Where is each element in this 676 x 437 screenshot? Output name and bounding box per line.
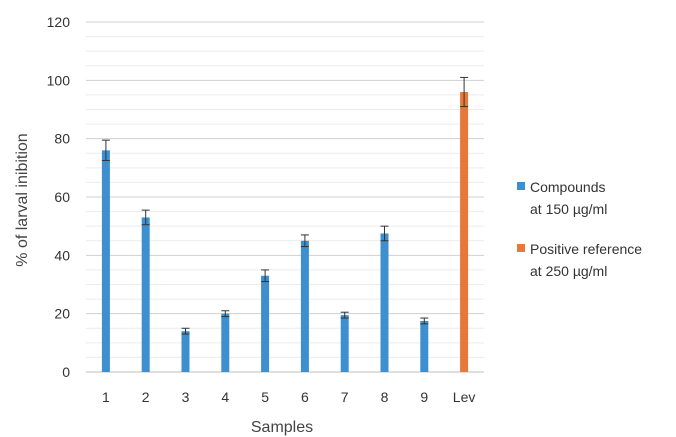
legend-label-reference-line2: at 250 µg/ml [530, 263, 607, 279]
x-tick-label: 7 [341, 389, 349, 405]
bar-8 [380, 233, 389, 372]
y-tick-label: 40 [54, 247, 70, 263]
y-tick-label: 120 [47, 14, 71, 30]
error-bars [101, 76, 469, 335]
bar-6 [300, 240, 309, 372]
y-axis-title: % of larval inibition [14, 133, 31, 266]
x-tick-label: 5 [261, 389, 269, 405]
x-tick-label: Lev [453, 389, 476, 405]
x-axis-title: Samples [251, 419, 313, 436]
y-tick-labels: 0 20 40 60 80 100 120 [47, 14, 71, 380]
y-tick-label: 60 [54, 189, 70, 205]
x-tick-label: 1 [102, 389, 110, 405]
gridlines [86, 21, 484, 373]
x-tick-label: 8 [381, 389, 389, 405]
legend-swatch-reference [517, 244, 525, 252]
y-tick-label: 100 [47, 72, 71, 88]
x-tick-label: 6 [301, 389, 309, 405]
bar-Lev [460, 92, 469, 372]
bar-4 [221, 313, 230, 372]
bar-5 [261, 275, 270, 372]
bar-1 [101, 150, 110, 372]
x-tick-label: 3 [182, 389, 190, 405]
legend-label-reference-line1: Positive reference [530, 241, 642, 257]
x-tick-label: 2 [142, 389, 150, 405]
legend-label-compounds-line2: at 150 µg/ml [530, 201, 607, 217]
bar-9 [420, 320, 429, 372]
legend: Compounds at 150 µg/ml Positive referenc… [517, 179, 642, 279]
x-tick-label: 4 [221, 389, 229, 405]
bar-2 [141, 217, 150, 372]
y-tick-label: 80 [54, 131, 70, 147]
y-tick-label: 0 [62, 364, 70, 380]
x-tick-labels: 1 2 3 4 5 6 7 8 9 Lev [102, 389, 475, 405]
legend-label-compounds-line1: Compounds [530, 179, 606, 195]
bar-3 [181, 331, 190, 372]
y-tick-label: 20 [54, 306, 70, 322]
bars [101, 92, 469, 372]
bar-7 [340, 315, 349, 372]
legend-swatch-compounds [517, 182, 525, 190]
x-tick-label: 9 [420, 389, 428, 405]
